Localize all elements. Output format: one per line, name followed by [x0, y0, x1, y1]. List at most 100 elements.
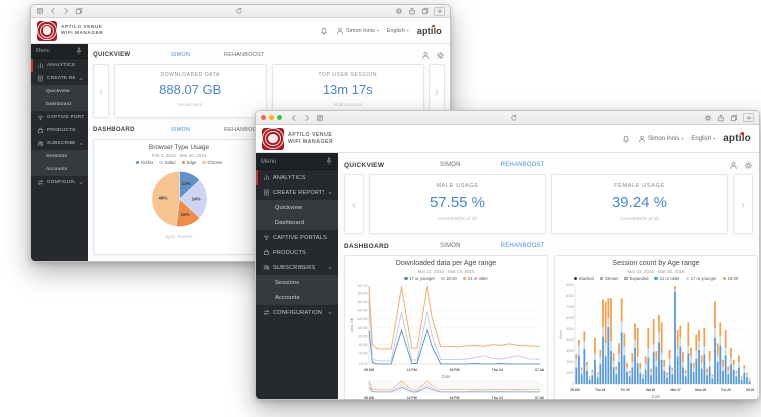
- tab-simon[interactable]: SIMON: [171, 127, 191, 133]
- menu-label: Menu: [261, 157, 277, 165]
- legend-item-chrome[interactable]: Chrome: [202, 160, 222, 165]
- pie-chart[interactable]: 13% 24% 15% 48%: [127, 166, 232, 232]
- sidebar-item-configuration[interactable]: CONFIGURATION: [256, 305, 338, 320]
- legend-label: 17 or younger: [690, 276, 717, 281]
- notifications-icon[interactable]: [622, 135, 630, 143]
- forward-icon[interactable]: [62, 7, 70, 15]
- sidebar-item-sessions[interactable]: Sessions: [256, 275, 338, 290]
- tab-simon[interactable]: SIMON: [440, 162, 461, 168]
- sidebar-item-analytics[interactable]: ANALYTICS: [31, 59, 88, 72]
- back-icon[interactable]: [49, 7, 57, 15]
- line-chart[interactable]: 197.19 180.00 160.00 140.00 120.00 100.00 80.0…: [348, 282, 544, 374]
- bar-chart[interactable]: 9000 8000 7000 6000 5000 4000 3000 2000 1000 0 08 …: [558, 282, 754, 394]
- sidebar-item-sessions[interactable]: Sessions: [31, 150, 88, 163]
- legend-item-17-or-younger[interactable]: 17 or younger: [404, 276, 435, 281]
- gear-icon[interactable]: [704, 114, 712, 122]
- carousel-left-icon[interactable]: ‹: [93, 64, 109, 118]
- sidebar-item-accounts[interactable]: Accounts: [256, 290, 338, 305]
- sidebar-item-label: PRODUCTS: [47, 128, 76, 133]
- tabs-icon[interactable]: [75, 7, 83, 15]
- legend-item-safari[interactable]: Safari: [159, 160, 176, 165]
- settings-icon[interactable]: [744, 161, 753, 170]
- tab-rehanboost[interactable]: REHANBOOST: [224, 127, 265, 133]
- notifications-icon[interactable]: [320, 27, 328, 35]
- sidebar-item-products[interactable]: PRODUCTS: [31, 124, 88, 137]
- back-icon[interactable]: [290, 114, 298, 122]
- menu-header[interactable]: Menu: [31, 44, 88, 59]
- dashboard-header: DASHBOARD SIMON REHANBOOST: [93, 124, 445, 136]
- legend-item-17-or-younger[interactable]: 17 or younger: [685, 276, 717, 281]
- forward-icon[interactable]: [303, 114, 311, 122]
- sidebar-item-label: Dashboard: [275, 219, 305, 226]
- minimize-icon[interactable]: [269, 115, 274, 120]
- share-icon[interactable]: [717, 114, 725, 122]
- sidebar-item-products[interactable]: PRODUCTS: [256, 245, 338, 260]
- reader-icon[interactable]: [36, 7, 44, 15]
- sidebar-item-subscribers[interactable]: SUBSCRIBERS: [256, 260, 338, 275]
- svg-text:Thu 24: Thu 24: [492, 396, 503, 399]
- gear-icon[interactable]: [395, 7, 403, 15]
- sidebar-item-quickview[interactable]: Quickview: [31, 85, 88, 98]
- tab-rehanboost[interactable]: REHANBOOST: [500, 162, 545, 168]
- analytics-icon: [37, 62, 44, 69]
- refresh-icon[interactable]: [235, 7, 243, 15]
- legend-item-21-or-older[interactable]: 21 or older: [654, 276, 680, 281]
- sidebar-item-accounts[interactable]: Accounts: [31, 163, 88, 176]
- chart-subtitle: Mar 23, 2016 - Mar 24, 2016: [417, 268, 475, 274]
- svg-text:197.19: 197.19: [357, 284, 367, 288]
- tab-simon[interactable]: SIMON: [440, 243, 461, 249]
- copy-icon[interactable]: [730, 114, 738, 122]
- session-count-chart: Session count by Age range Mar 23, 2016 …: [554, 255, 758, 399]
- carousel-right-icon[interactable]: ›: [429, 64, 445, 118]
- sidebar-item-dashboard[interactable]: Dashboard: [31, 98, 88, 111]
- profile-icon[interactable]: [729, 161, 738, 170]
- tab-simon[interactable]: SIMON: [171, 52, 191, 58]
- tab-rehanboost[interactable]: REHANBOOST: [500, 243, 545, 249]
- products-icon: [37, 127, 44, 134]
- reader-icon[interactable]: [316, 114, 324, 122]
- legend-item-firefox[interactable]: Firefox: [135, 160, 153, 165]
- user-menu[interactable]: Simon Innis ▾: [336, 27, 379, 35]
- refresh-icon[interactable]: [510, 114, 518, 122]
- tab-rehanboost[interactable]: REHANBOOST: [224, 52, 265, 58]
- sidebar-item-subscribers[interactable]: SUBSCRIBERS: [31, 137, 88, 150]
- pin-icon[interactable]: [75, 47, 83, 55]
- legend-item-expanded[interactable]: Expanded: [624, 276, 648, 281]
- sidebar-item-captive-portals[interactable]: CAPTIVE PORTALS: [256, 230, 338, 245]
- copy-icon[interactable]: [421, 7, 429, 15]
- sidebar-item-captive-portals[interactable]: CAPTIVE PORTALS: [31, 111, 88, 124]
- kpi-card-female-usage: FEMALE USAGE 39.24 % Down(MB)% of all: [551, 174, 728, 234]
- new-tab-button[interactable]: [434, 6, 445, 16]
- sidebar-item-analytics[interactable]: ANALYTICS: [256, 170, 338, 185]
- legend-item-edge[interactable]: Edge: [181, 160, 196, 165]
- legend-item-18-20[interactable]: 18-20: [722, 276, 738, 281]
- carousel-right-icon[interactable]: ›: [733, 174, 753, 234]
- profile-icon[interactable]: [421, 51, 430, 60]
- legend-label: 18-20: [446, 276, 457, 281]
- sidebar-item-quickview[interactable]: Quickview: [256, 200, 338, 215]
- sidebar-item-configuration[interactable]: CONFIGURATION: [31, 176, 88, 189]
- chart-navigator[interactable]: 08 AM 12 PM 04 PM Thu 24 07 AM: [348, 380, 544, 399]
- pin-icon[interactable]: [325, 157, 333, 165]
- brand-text: APTILO VENUE WIFI MANAGER: [61, 24, 104, 36]
- sidebar-item-dashboard[interactable]: Dashboard: [256, 215, 338, 230]
- close-icon[interactable]: [261, 115, 266, 120]
- carousel-left-icon[interactable]: ‹: [344, 174, 364, 234]
- menu-header[interactable]: Menu: [256, 153, 338, 170]
- share-icon[interactable]: [408, 7, 416, 15]
- legend-item-stream[interactable]: Stream: [599, 276, 618, 281]
- legend-item-stacked[interactable]: Stacked: [573, 276, 594, 281]
- new-tab-button[interactable]: [743, 113, 754, 122]
- legend-item-18-20[interactable]: 18-20: [441, 276, 457, 281]
- sidebar-item-create-reports[interactable]: CREATE REPORTS: [256, 185, 338, 200]
- user-menu[interactable]: Simon Innis ▾: [638, 135, 683, 143]
- settings-icon[interactable]: [436, 51, 445, 60]
- language-menu[interactable]: English ▾: [691, 135, 716, 142]
- zoom-icon[interactable]: [277, 115, 282, 120]
- legend-label: Stacked: [578, 276, 594, 281]
- browser-window-front[interactable]: APTILO VENUE WIFI MANAGER Simon Innis ▾ En…: [255, 110, 760, 400]
- analytics-icon: [263, 174, 270, 181]
- sidebar-item-create-reports[interactable]: CREATE REPORTS: [31, 72, 88, 85]
- legend-item-21-or-older[interactable]: 21 or older: [462, 276, 488, 281]
- language-menu[interactable]: English ▾: [386, 27, 409, 34]
